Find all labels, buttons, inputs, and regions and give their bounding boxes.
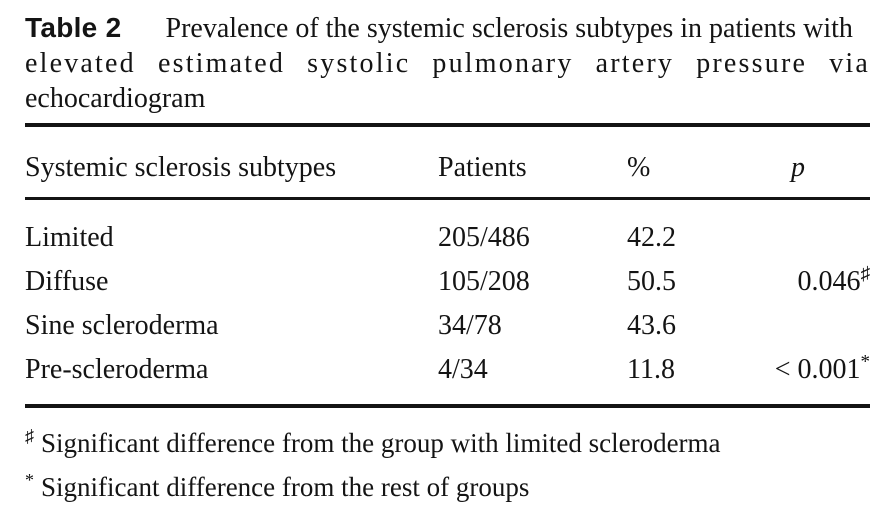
cell-subtype: Pre-scleroderma: [25, 354, 209, 385]
cell-percent: 50.5: [627, 266, 676, 297]
table-caption: Table 2 Prevalence of the systemic sclero…: [25, 10, 870, 116]
table-header-row: Systemic sclerosis subtypes Patients % p: [25, 148, 870, 188]
cell-patients: 105/208: [438, 266, 530, 297]
table-bottom-rule: [25, 404, 870, 408]
cell-p-value: 0.046♯: [767, 260, 871, 304]
caption-text-line-2: elevated estimated systolic pulmonary ar…: [25, 48, 870, 79]
caption-text-line-3: echocardiogram: [25, 83, 206, 114]
cell-p-value: [767, 216, 870, 260]
column-header-percent: %: [627, 152, 651, 183]
cell-patients: 34/78: [438, 310, 502, 341]
cell-p-value: < 0.001*: [767, 348, 870, 392]
table-number-label: Table 2: [25, 12, 122, 43]
table-row-limited: Limited 205/486 42.2: [25, 216, 870, 260]
table-row-pre-scleroderma: Pre-scleroderma 4/34 11.8 < 0.001*: [25, 348, 870, 392]
column-header-patients: Patients: [438, 152, 527, 183]
table-top-rule: [25, 123, 870, 127]
table-row-sine-scleroderma: Sine scleroderma 34/78 43.6: [25, 304, 870, 348]
cell-p-value: [767, 304, 870, 348]
cell-percent: 11.8: [627, 354, 675, 385]
table-header-rule: [25, 197, 870, 200]
table-body: Limited 205/486 42.2 Diffuse 105/208 50.…: [25, 216, 870, 392]
footnote-sharp-symbol: ♯: [25, 426, 34, 446]
cell-percent: 42.2: [627, 222, 676, 253]
cell-percent: 43.6: [627, 310, 676, 341]
cell-subtype: Limited: [25, 222, 114, 253]
caption-text-line-1: Prevalence of the systemic sclerosis sub…: [165, 13, 853, 44]
cell-subtype: Sine scleroderma: [25, 310, 219, 341]
footnote-asterisk-symbol: *: [25, 470, 34, 490]
footnote-sharp-text: Significant difference from the group wi…: [41, 428, 721, 458]
caption-line-1: Table 2 Prevalence of the systemic sclero…: [25, 10, 870, 46]
footnote-sharp: ♯ Significant difference from the group w…: [25, 425, 870, 461]
p-value-superscript: *: [860, 351, 871, 373]
column-header-subtypes: Systemic sclerosis subtypes: [25, 152, 337, 183]
cell-patients: 4/34: [438, 354, 488, 385]
cell-subtype: Diffuse: [25, 266, 109, 297]
column-header-p: p: [791, 152, 805, 183]
table-row-diffuse: Diffuse 105/208 50.5 0.046♯: [25, 260, 870, 304]
p-value-text: 0.046: [797, 266, 861, 297]
p-value-text: < 0.001: [774, 354, 861, 385]
cell-patients: 205/486: [438, 222, 530, 253]
footnote-asterisk: * Significant difference from the rest of…: [25, 469, 870, 505]
footnote-asterisk-text: Significant difference from the rest of …: [41, 472, 530, 502]
p-value-superscript: ♯: [860, 263, 871, 285]
